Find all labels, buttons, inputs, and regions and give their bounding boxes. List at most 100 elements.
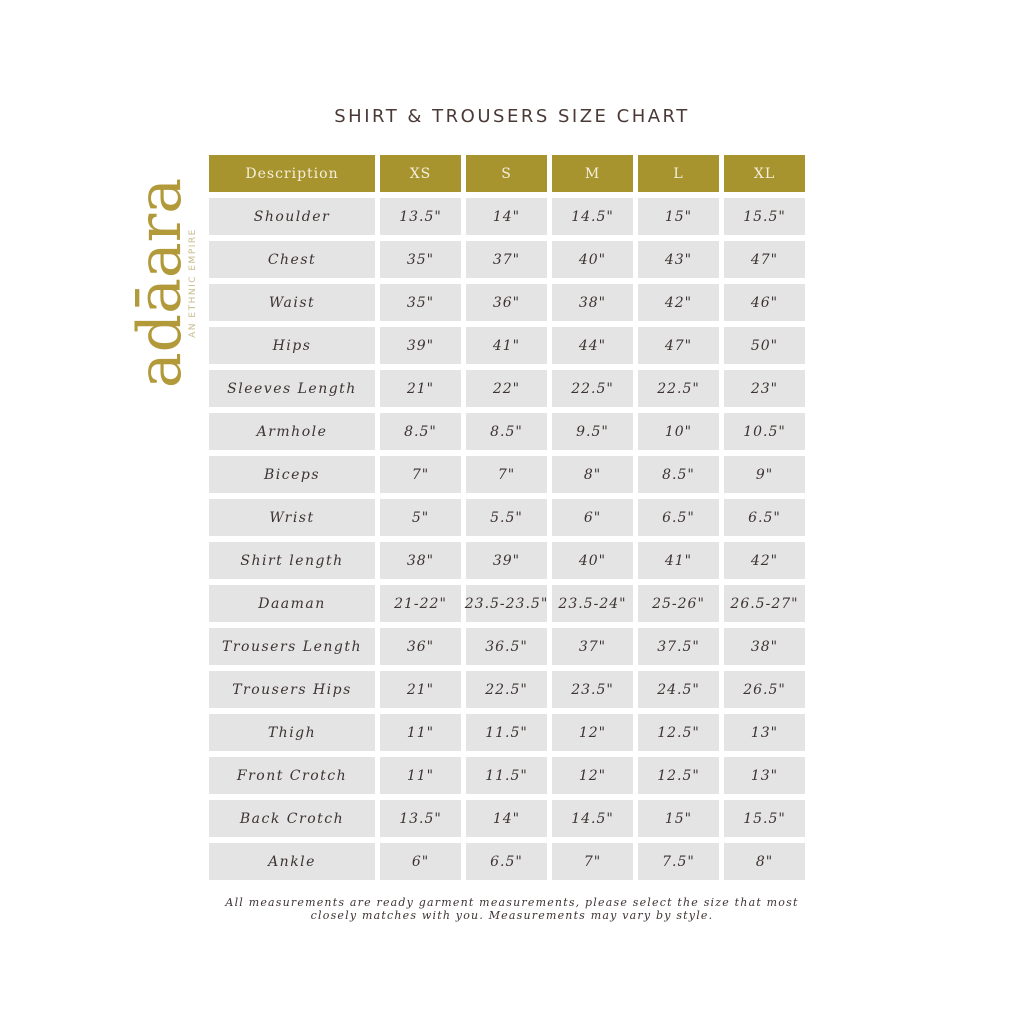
measurement-cell: 14" (466, 800, 547, 837)
measurement-cell: 13" (724, 714, 805, 751)
measurement-cell: 6.5" (724, 499, 805, 536)
measurement-cell: 8" (552, 456, 633, 493)
measurement-cell: 11" (380, 757, 461, 794)
size-chart-table: Description XS S M L XL Shoulder 13.5" 14" 14.5" 1… (209, 155, 805, 880)
row-label: Shirt length (209, 542, 375, 579)
measurement-cell: 50" (724, 327, 805, 364)
measurement-cell: 12" (552, 757, 633, 794)
measurement-cell: 14.5" (552, 198, 633, 235)
measurement-cell: 21-22" (380, 585, 461, 622)
measurement-cell: 12.5" (638, 757, 719, 794)
measurement-cell: 6" (552, 499, 633, 536)
measurement-cell: 26.5" (724, 671, 805, 708)
measurement-cell: 37" (552, 628, 633, 665)
measurement-cell: 24.5" (638, 671, 719, 708)
footnote-line-2: closely matches with you. Measurements m… (310, 909, 714, 922)
measurement-cell: 23.5" (552, 671, 633, 708)
measurement-cell: 7" (466, 456, 547, 493)
measurement-cell: 6.5" (638, 499, 719, 536)
row-label: Waist (209, 284, 375, 321)
measurement-cell: 26.5-27" (724, 585, 805, 622)
column-header: M (552, 155, 633, 192)
measurement-cell: 13.5" (380, 800, 461, 837)
footnote-line-1: All measurements are ready garment measu… (225, 896, 799, 909)
row-label: Shoulder (209, 198, 375, 235)
measurement-cell: 47" (638, 327, 719, 364)
measurement-cell: 14" (466, 198, 547, 235)
measurement-cell: 42" (724, 542, 805, 579)
measurement-cell: 44" (552, 327, 633, 364)
measurement-cell: 5.5" (466, 499, 547, 536)
measurement-cell: 23.5-24" (552, 585, 633, 622)
row-label: Thigh (209, 714, 375, 751)
measurement-cell: 23.5-23.5" (465, 585, 547, 622)
measurement-cell: 12" (552, 714, 633, 751)
measurement-cell: 9" (724, 456, 805, 493)
measurement-cell: 13" (724, 757, 805, 794)
row-label: Daaman (209, 585, 375, 622)
row-label: Wrist (209, 499, 375, 536)
row-label: Biceps (209, 456, 375, 493)
measurement-cell: 37.5" (638, 628, 719, 665)
measurement-cell: 23" (724, 370, 805, 407)
measurement-cell: 7.5" (638, 843, 719, 880)
measurement-cell: 15" (638, 198, 719, 235)
measurement-cell: 10" (638, 413, 719, 450)
measurement-cell: 41" (466, 327, 547, 364)
measurement-cell: 42" (638, 284, 719, 321)
measurement-cell: 21" (380, 671, 461, 708)
measurement-cell: 13.5" (380, 198, 461, 235)
measurement-cell: 47" (724, 241, 805, 278)
measurement-cell: 25-26" (638, 585, 719, 622)
measurement-cell: 11.5" (466, 714, 547, 751)
row-label: Trousers Length (209, 628, 375, 665)
row-label: Trousers Hips (209, 671, 375, 708)
measurement-cell: 21" (380, 370, 461, 407)
measurement-cell: 39" (466, 542, 547, 579)
measurement-cell: 15.5" (724, 800, 805, 837)
measurement-cell: 6" (380, 843, 461, 880)
measurement-cell: 46" (724, 284, 805, 321)
measurement-cell: 15.5" (724, 198, 805, 235)
measurement-cell: 36.5" (466, 628, 547, 665)
brand-logo: adāara AN ETHNIC EMPIRE (125, 177, 198, 387)
measurement-cell: 38" (380, 542, 461, 579)
measurement-cell: 5" (380, 499, 461, 536)
measurement-cell: 12.5" (638, 714, 719, 751)
measurement-cell: 9.5" (552, 413, 633, 450)
logo-wordmark: adāara (125, 177, 195, 388)
logo-tagline: AN ETHNIC EMPIRE (188, 227, 198, 338)
measurement-cell: 40" (552, 241, 633, 278)
measurement-cell: 37" (466, 241, 547, 278)
column-header: XL (724, 155, 805, 192)
row-label: Sleeves Length (209, 370, 375, 407)
measurement-cell: 7" (380, 456, 461, 493)
row-label: Hips (209, 327, 375, 364)
page-title: SHIRT & TROUSERS SIZE CHART (334, 106, 690, 127)
measurement-cell: 36" (380, 628, 461, 665)
measurement-cell: 36" (466, 284, 547, 321)
column-header: S (466, 155, 547, 192)
measurement-cell: 14.5" (552, 800, 633, 837)
measurement-cell: 22.5" (638, 370, 719, 407)
measurement-cell: 7" (552, 843, 633, 880)
measurement-cell: 40" (552, 542, 633, 579)
measurement-cell: 41" (638, 542, 719, 579)
row-label: Chest (209, 241, 375, 278)
column-header: Description (209, 155, 375, 192)
measurement-cell: 8.5" (638, 456, 719, 493)
measurement-cell: 10.5" (724, 413, 805, 450)
footnote: All measurements are ready garment measu… (0, 896, 1024, 922)
measurement-cell: 8.5" (466, 413, 547, 450)
measurement-cell: 22" (466, 370, 547, 407)
measurement-cell: 38" (724, 628, 805, 665)
row-label: Front Crotch (209, 757, 375, 794)
measurement-cell: 43" (638, 241, 719, 278)
row-label: Ankle (209, 843, 375, 880)
measurement-cell: 11.5" (466, 757, 547, 794)
column-header: L (638, 155, 719, 192)
measurement-cell: 35" (380, 241, 461, 278)
measurement-cell: 39" (380, 327, 461, 364)
measurement-cell: 11" (380, 714, 461, 751)
measurement-cell: 22.5" (466, 671, 547, 708)
